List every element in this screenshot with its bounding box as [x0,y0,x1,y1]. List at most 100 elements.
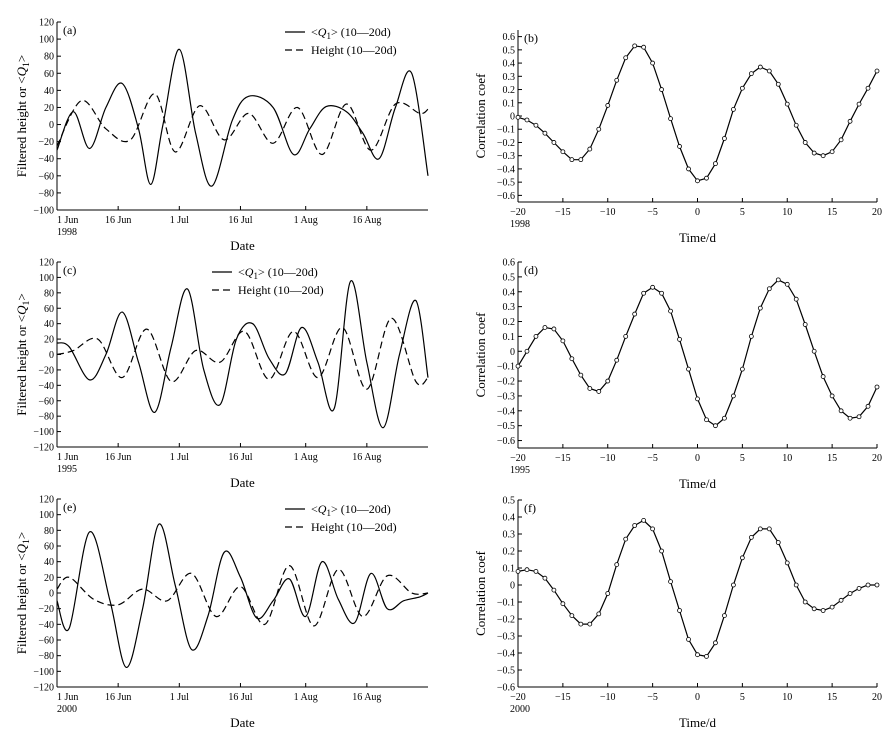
data-point [569,157,575,163]
year-label: 1998 [510,219,530,230]
x-tick-label: 10 [782,692,792,703]
y-tick-label: 0.2 [503,317,516,328]
data-point [551,587,557,593]
x-tick-label: −15 [555,692,571,703]
data-point [731,582,736,588]
data-point [578,157,584,163]
panel-tag: (d) [524,263,538,277]
year-label: 2000 [510,704,530,715]
data-point [641,518,647,523]
y-tick-label: 100 [39,35,54,46]
data-point [632,311,638,317]
y-tick-label: 20 [44,103,54,114]
data-point [739,555,745,561]
x-tick-label: 1 Jul [170,452,189,463]
series-line-solid [517,519,877,658]
y-tick-label: 80 [44,52,54,63]
series-line-solid [56,280,429,429]
data-point [856,586,862,591]
y-tick-label: −20 [38,365,54,376]
data-point [533,122,539,128]
y-tick-label: −100 [33,667,54,678]
x-tick-label: 16 Jul [228,692,252,703]
data-point [802,140,808,145]
panel-tag: (b) [524,31,538,45]
y-tick-label: −0.1 [497,362,515,373]
y-tick-label: −0.5 [497,178,515,189]
x-axis-title: Date [230,475,255,490]
data-point [542,575,548,581]
data-point [856,101,862,107]
data-point [587,386,593,391]
data-point [659,548,664,554]
y-tick-label: −0.5 [497,421,515,432]
y-tick-label: −0.3 [497,151,515,162]
y-tick-label: 0.3 [503,302,516,313]
data-point [838,597,844,603]
data-point [793,582,799,588]
data-point [587,621,593,627]
data-point [802,599,808,605]
data-point [865,85,871,91]
y-tick-label: −0.3 [497,632,515,643]
x-tick-label: 0 [695,453,700,464]
panel-tag: (a) [63,23,76,37]
y-tick-label: 0 [49,589,54,600]
data-point [587,146,593,152]
y-tick-label: 40 [44,86,54,97]
data-point [820,608,826,613]
x-tick-label: 16 Jun [105,452,131,463]
data-point [766,526,772,532]
data-point [560,149,566,155]
x-tick-label: 1 Jun [57,215,78,226]
data-point [757,305,763,311]
x-tick-label: −15 [555,207,571,218]
y-tick-label: −20 [38,604,54,615]
y-axis-title: Filtered height or <Q1> [14,55,32,177]
data-point [677,144,682,149]
data-point [533,333,539,339]
data-point [515,363,521,369]
data-point [766,68,772,74]
x-tick-label: 20 [872,207,882,218]
y-tick-label: 0.4 [503,287,516,298]
y-tick-label: −0.2 [497,377,515,388]
data-point [865,403,871,409]
data-point [793,122,799,128]
x-axis-title: Time/d [679,715,717,730]
data-point [739,85,745,91]
data-point [748,71,754,77]
y-tick-label: 0.5 [503,496,516,507]
data-point [524,117,530,123]
y-tick-label: 0.5 [503,272,516,283]
data-point [596,611,602,617]
series-line-solid [56,48,429,187]
y-tick-label: 0.1 [503,98,516,109]
x-tick-label: 5 [740,207,745,218]
year-label: 1995 [57,464,77,475]
x-axis-title: Time/d [679,476,717,491]
y-tick-label: 0.4 [503,59,516,70]
data-point [677,336,682,342]
x-tick-label: 16 Aug [352,215,381,226]
y-tick-label: −0.6 [497,191,515,202]
y-tick-label: 120 [39,258,54,269]
data-point [659,87,664,92]
panel-tag: (c) [63,263,76,277]
data-point [784,560,790,566]
data-point [641,290,647,296]
x-tick-label: 15 [827,207,837,218]
data-point [605,103,611,108]
data-point [784,101,790,107]
x-tick-label: −20 [510,692,526,703]
y-tick-label: 20 [44,573,54,584]
data-point [596,126,602,132]
data-point [802,322,808,327]
data-point [739,366,745,372]
chart-panel-d: −0.6 −0.5 −0.4 −0.3 −0.2 −0.1 0 0.1 0.2 0.3 0.4 0.5… [473,258,882,492]
data-point [515,114,521,120]
x-tick-label: 1 Aug [294,215,318,226]
data-point [623,55,629,61]
data-point [748,535,754,540]
x-tick-label: 5 [740,453,745,464]
